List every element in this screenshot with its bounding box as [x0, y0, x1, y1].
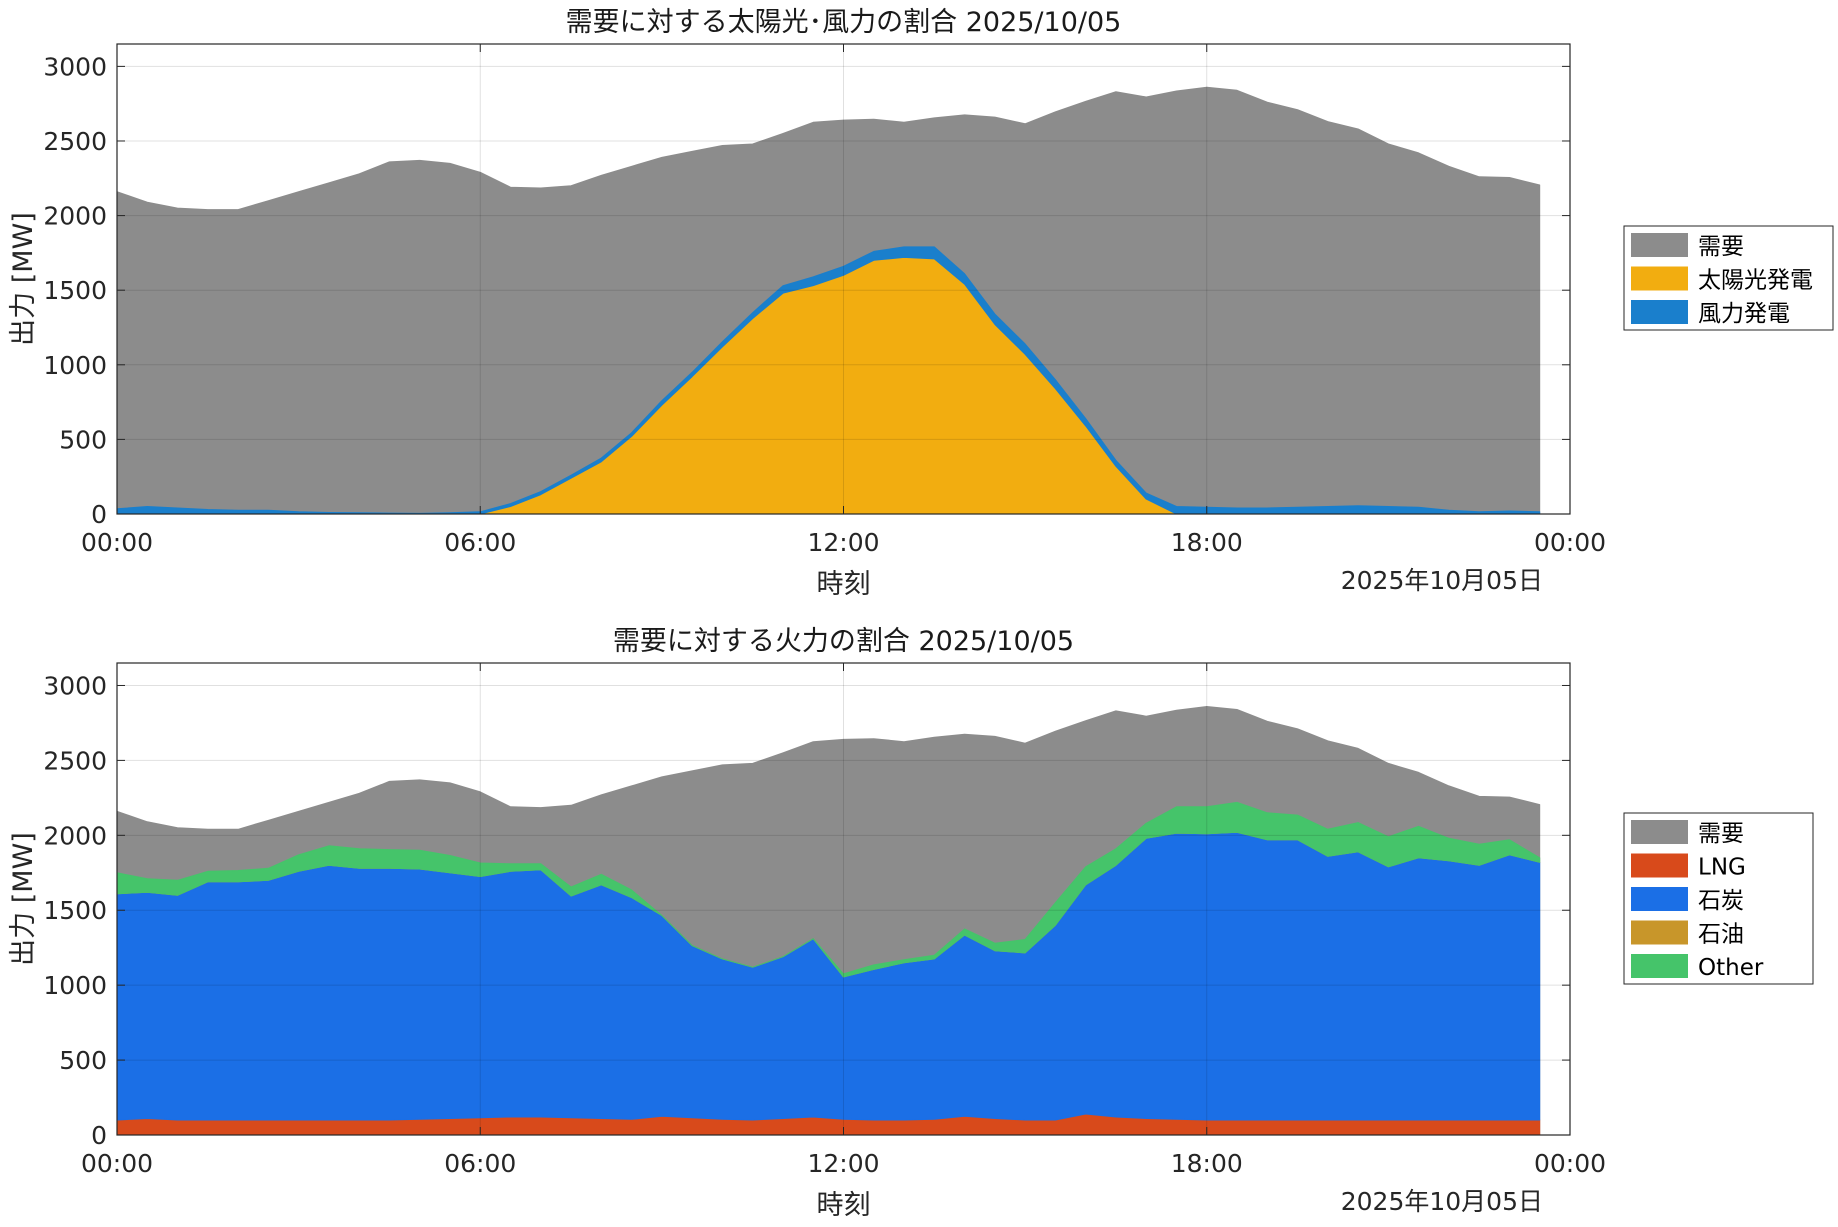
y-tick-labels: 0 500 1000 1500 2000 2500 3000	[43, 52, 1570, 529]
y-tick-label-1: 500	[59, 1046, 107, 1075]
legend-swatch-1	[1631, 820, 1688, 844]
y-tick-label-2: 1000	[43, 971, 107, 1000]
x-date-label: 2025年10月05日	[1341, 1187, 1543, 1216]
legend-label-1: 需要	[1698, 234, 1744, 260]
x-tick-label-0: 00:00	[81, 528, 153, 557]
legend-swatch-2	[1631, 853, 1688, 878]
legend-label-3: 風力発電	[1698, 301, 1790, 327]
y-tick-label-4: 2000	[43, 821, 107, 850]
y-tick-label-5: 2500	[43, 746, 107, 775]
chart-title: 需要に対する火力の割合 2025/10/05	[613, 626, 1074, 657]
legend-swatch-2	[1631, 266, 1688, 291]
legend-label-2: 太陽光発電	[1698, 268, 1813, 294]
legend-label-5: Other	[1698, 955, 1764, 981]
area-2-5	[116, 801, 1541, 978]
legend-swatch-3	[1631, 300, 1688, 324]
x-tick-labels: 00:00 06:00 12:00 18:00 00:00	[81, 663, 1606, 1178]
x-tick-label-2: 12:00	[807, 528, 879, 557]
x-date-label: 2025年10月05日	[1341, 566, 1543, 595]
x-tick-label-4: 00:00	[1534, 1149, 1606, 1178]
y-tick-label-6: 3000	[43, 671, 107, 700]
x-tick-label-1: 06:00	[444, 1149, 516, 1178]
y-tick-label-0: 0	[91, 1121, 107, 1150]
legend-swatch-3	[1631, 887, 1688, 911]
y-tick-label-3: 1500	[43, 896, 107, 925]
chart-title: 需要に対する太陽光･風力の割合 2025/10/05	[566, 7, 1122, 38]
y-tick-label-6: 3000	[43, 52, 107, 81]
legend-label-2: LNG	[1698, 855, 1746, 881]
x-tick-label-2: 12:00	[807, 1149, 879, 1178]
legend-label-1: 需要	[1698, 821, 1744, 847]
y-tick-label-1: 500	[59, 425, 107, 454]
y-tick-labels: 0 500 1000 1500 2000 2500 3000	[43, 671, 1570, 1150]
x-tick-label-3: 18:00	[1171, 528, 1243, 557]
y-axis-label: 出力 [MW]	[8, 832, 39, 966]
y-axis-label: 出力 [MW]	[8, 212, 39, 346]
grid-lines	[116, 44, 1571, 515]
x-axis-label: 時刻	[817, 1190, 871, 1221]
y-tick-label-4: 2000	[43, 202, 107, 231]
legend-label-4: 石油	[1698, 922, 1744, 948]
legend-swatch-4	[1631, 920, 1688, 945]
legend-label-3: 石炭	[1698, 888, 1744, 914]
x-tick-label-0: 00:00	[81, 1149, 153, 1178]
chart-panel-2: 0 500 1000 1500 2000 2500 3000 00:00 06:00 12:00 1…	[8, 626, 1814, 1221]
y-tick-label-5: 2500	[43, 127, 107, 156]
x-axis-label: 時刻	[817, 569, 871, 600]
y-tick-label-2: 1000	[43, 351, 107, 380]
series-areas	[116, 706, 1541, 1136]
x-tick-label-1: 06:00	[444, 528, 516, 557]
x-tick-label-3: 18:00	[1171, 1149, 1243, 1178]
x-tick-labels: 00:00 06:00 12:00 18:00 00:00	[81, 44, 1606, 557]
legend-swatch-1	[1631, 233, 1688, 257]
y-tick-label-3: 1500	[43, 276, 107, 305]
legend-swatch-5	[1631, 954, 1688, 978]
y-tick-label-0: 0	[91, 500, 107, 529]
x-tick-label-4: 00:00	[1534, 528, 1606, 557]
chart-panel-1: 0 500 1000 1500 2000 2500 3000 00:00 06:00 12:00 1…	[8, 7, 1834, 600]
